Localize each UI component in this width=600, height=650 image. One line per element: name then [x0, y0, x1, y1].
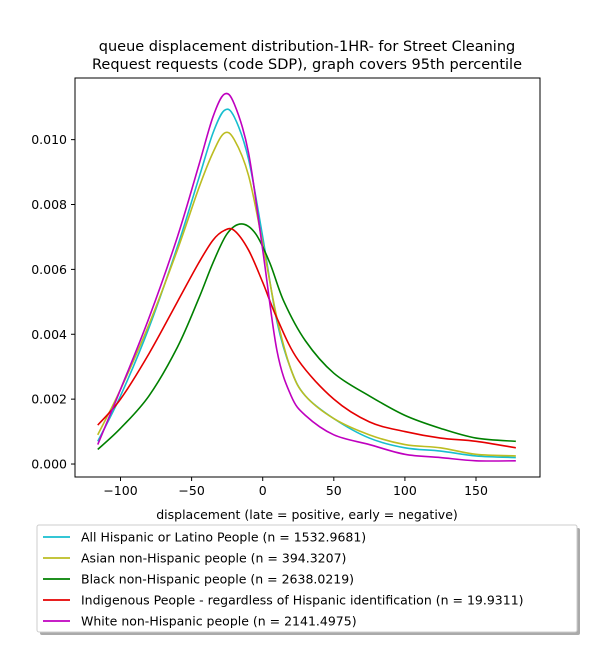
x-tick-label: 100 [393, 483, 417, 498]
legend-label-3: Black non-Hispanic people (n = 2638.0219… [81, 572, 354, 587]
series-line-4 [97, 227, 516, 449]
x-tick-label: 50 [326, 483, 342, 498]
y-tick-label: 0.004 [31, 327, 67, 342]
x-tick-label: 0 [259, 483, 267, 498]
x-tick-label: −50 [178, 483, 204, 498]
series-line-1 [97, 108, 516, 459]
legend-label-5: White non-Hispanic people (n = 2141.4975… [81, 614, 357, 629]
x-axis-label: displacement (late = positive, early = n… [156, 507, 458, 522]
chart-title-line-2: Request requests (code SDP), graph cover… [92, 57, 522, 73]
axes-layer: −100 −50 0 50 100 150 0.000 0.002 0.004 0.006 0.00… [31, 132, 488, 498]
x-tick-label: 150 [464, 483, 488, 498]
legend-label-2: Asian non-Hispanic people (n = 394.3207) [81, 551, 346, 566]
plot-frame [74, 77, 541, 478]
y-tick-label: 0.010 [31, 132, 67, 147]
chart-title-line-1: queue displacement distribution-1HR- for… [99, 39, 515, 55]
series-line-5 [97, 92, 516, 462]
series-layer [97, 92, 516, 462]
legend-label-1: All Hispanic or Latino People (n = 1532.… [81, 530, 366, 545]
y-tick-label: 0.002 [31, 392, 67, 407]
legend-box [36, 524, 578, 633]
legend: All Hispanic or Latino People (n = 1532.… [36, 524, 580, 635]
legend-entries: All Hispanic or Latino People (n = 1532.… [43, 530, 524, 629]
x-tick-label: −100 [103, 483, 137, 498]
y-tick-label: 0.006 [31, 262, 67, 277]
y-tick-label: 0.008 [31, 197, 67, 212]
plot-area [75, 78, 540, 477]
y-tick-label: 0.000 [31, 457, 67, 472]
legend-label-4: Indigenous People - regardless of Hispan… [81, 593, 524, 608]
